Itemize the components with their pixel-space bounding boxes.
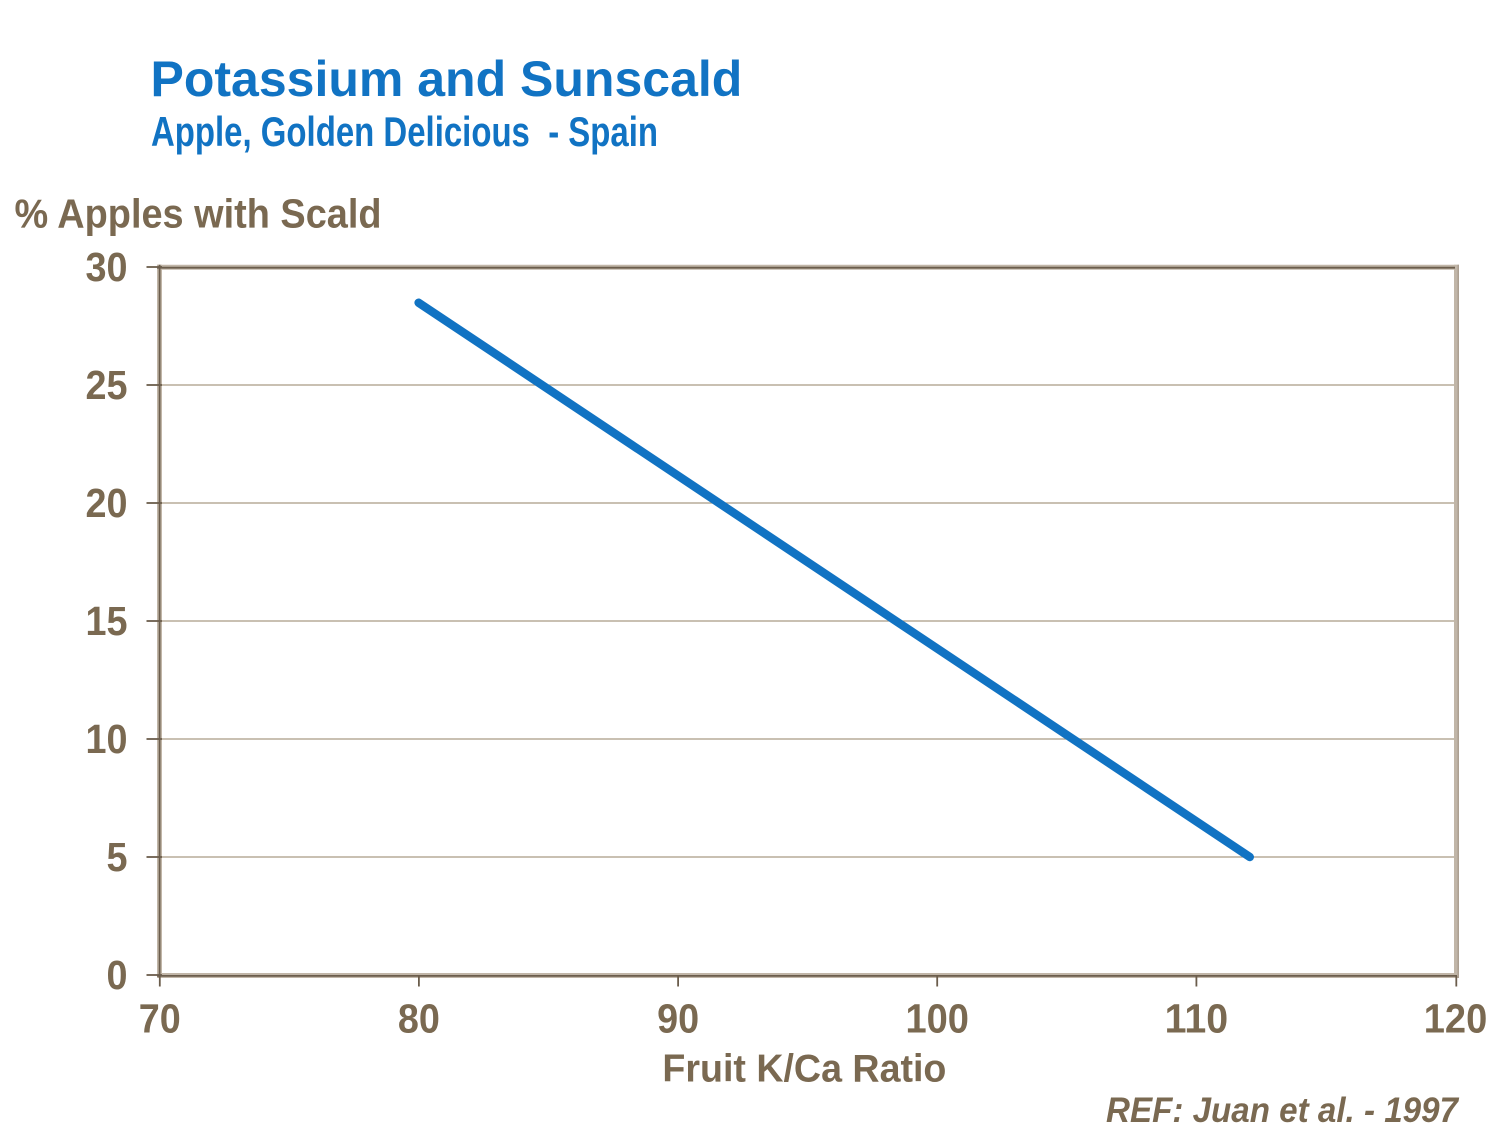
svg-text:100: 100 [905, 996, 969, 1042]
svg-text:70: 70 [139, 996, 181, 1042]
svg-text:30: 30 [86, 244, 128, 290]
svg-text:80: 80 [398, 996, 440, 1042]
svg-text:15: 15 [86, 598, 128, 644]
svg-text:25: 25 [86, 362, 128, 408]
svg-text:Apple, Golden Delicious - Spa: Apple, Golden Delicious - Spain [151, 108, 658, 155]
svg-text:Potassium and Sunscald: Potassium and Sunscald [151, 51, 743, 107]
svg-text:90: 90 [657, 996, 699, 1042]
svg-text:110: 110 [1165, 996, 1229, 1042]
svg-text:% Apples with Scald: % Apples with Scald [15, 191, 382, 237]
svg-text:5: 5 [107, 834, 128, 880]
svg-text:10: 10 [86, 716, 128, 762]
svg-text:REF: Juan et al. - 1997: REF: Juan et al. - 1997 [1106, 1091, 1459, 1125]
svg-text:0: 0 [107, 952, 128, 998]
svg-text:120: 120 [1424, 996, 1488, 1042]
svg-text:Fruit K/Ca Ratio: Fruit K/Ca Ratio [662, 1047, 946, 1090]
svg-text:20: 20 [86, 480, 128, 526]
